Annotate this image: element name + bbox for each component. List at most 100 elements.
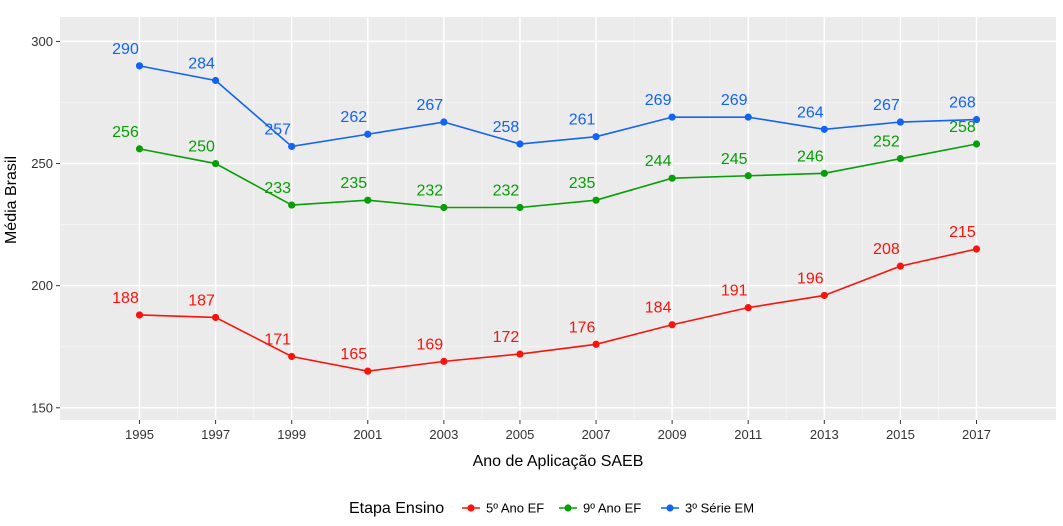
data-label: 208 [873,241,900,258]
data-point [288,142,296,151]
x-tick-label: 1995 [125,427,154,442]
x-tick-label: 2013 [810,427,839,442]
data-point [212,159,220,168]
legend-key-point [467,504,475,512]
x-tick-label: 2011 [734,427,762,442]
data-point [668,174,676,182]
legend-label: 9º Ano EF [583,501,641,516]
legend: Etapa Ensino 5º Ano EF 9º Ano EF 3º Série … [349,500,754,517]
y-tick-label: 200 [31,278,53,293]
data-label: 256 [112,124,139,141]
x-tick-label: 2017 [962,427,991,442]
data-point [972,140,981,148]
data-point [972,115,981,124]
data-point [135,145,144,153]
legend-label: 3º Série EM [685,501,754,516]
data-label: 184 [645,300,672,317]
legend-label: 5º Ano EF [486,501,544,516]
data-label: 245 [721,151,748,168]
data-label: 169 [417,336,444,353]
data-point [592,340,600,348]
data-point [212,76,220,85]
data-label: 246 [797,148,824,165]
data-label: 235 [340,175,367,192]
data-point [972,245,981,253]
data-point [896,155,904,163]
data-point [820,291,828,300]
data-point [668,321,676,329]
data-label: 262 [340,109,367,126]
grid-lines [60,17,1056,420]
y-tick-label: 150 [31,400,53,415]
data-label: 290 [112,41,139,58]
data-point [288,352,296,361]
data-label: 176 [569,319,596,336]
data-point [364,367,372,375]
data-point [135,62,144,70]
data-label: 284 [188,56,215,73]
data-label: 244 [645,153,672,170]
data-label: 187 [188,292,215,309]
data-labels: 188 187 171 165 169 172 176 184 191 196 208 215 256 2… [112,41,976,363]
series-line-2 [139,65,977,148]
data-point [212,313,220,322]
data-label: 165 [340,346,367,363]
x-tick-label: 2005 [505,427,534,442]
legend-key-point [666,504,674,512]
data-point [440,118,448,126]
data-label: 215 [949,224,976,241]
data-label: 261 [569,112,596,129]
y-axis-title: Média Brasil [3,156,20,244]
data-point [668,113,676,121]
data-label: 252 [873,134,900,151]
data-label: 233 [264,180,291,197]
data-label: 267 [417,97,444,114]
data-point [516,350,524,358]
axes: 150 200 250 300 1995 1997 1999 2001 2003 2005 2007… [31,34,991,442]
data-label: 257 [264,121,291,138]
x-tick-label: 1997 [201,427,230,442]
data-label: 269 [645,92,672,109]
legend-key-point [564,504,572,512]
data-label: 196 [797,270,824,287]
data-point [744,304,752,312]
data-label: 171 [264,331,291,348]
data-label: 250 [188,139,215,156]
data-point [364,130,372,138]
data-label: 258 [949,119,976,136]
x-tick-label: 2007 [582,427,611,442]
data-point [744,113,752,121]
data-point [135,311,144,319]
data-point [440,203,448,212]
data-label: 191 [721,283,748,300]
y-tick-label: 300 [31,34,53,49]
data-label: 267 [873,97,900,114]
data-point [364,196,372,204]
data-label: 188 [112,290,139,307]
data-point [820,169,828,177]
data-point [896,262,904,270]
data-label: 232 [493,183,520,200]
data-point [592,196,600,204]
data-point [440,357,448,365]
data-label: 172 [493,329,520,346]
data-point [744,172,752,180]
data-point [288,201,296,209]
x-tick-label: 2003 [429,427,458,442]
x-tick-label: 2001 [353,427,382,442]
data-label: 268 [949,95,976,112]
data-point [516,203,524,212]
x-tick-label: 1999 [277,427,306,442]
data-label: 269 [721,92,748,109]
data-label: 235 [569,175,596,192]
data-point [820,125,828,133]
legend-title: Etapa Ensino [349,500,444,517]
series-line-0 [139,248,977,372]
series-line-1 [139,143,977,209]
data-label: 232 [417,183,444,200]
x-axis-title: Ano de Aplicação SAEB [473,453,644,470]
series-lines [135,62,981,375]
y-tick-label: 250 [31,156,53,171]
data-label: 258 [493,119,520,136]
